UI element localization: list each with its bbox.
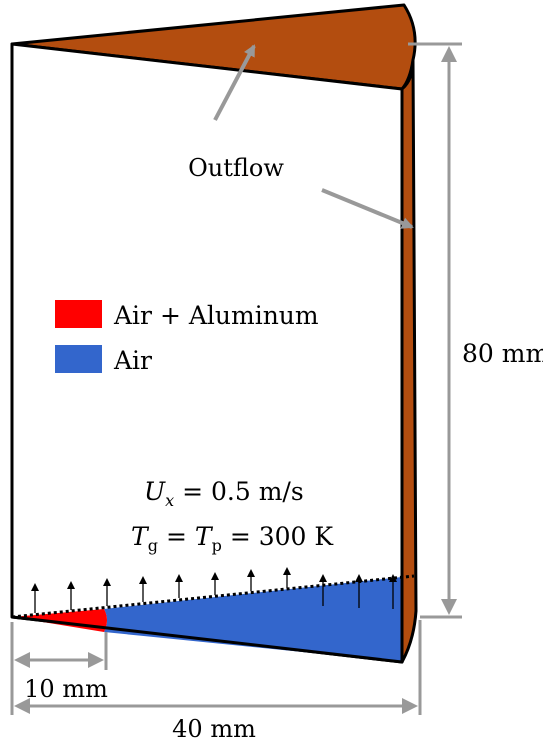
width-dimension-label: 40 mm — [172, 715, 256, 743]
width-dimension — [10, 620, 422, 715]
velocity-condition: Ux = 0.5 m/s — [144, 477, 304, 510]
legend-label-air-aluminum: Air + Aluminum — [113, 301, 319, 330]
bottom-edge — [11, 577, 404, 664]
inlet-arrows — [31, 567, 397, 613]
outflow-arrow-top — [213, 44, 256, 121]
legend: Air + Aluminum Air — [55, 300, 319, 375]
height-dimension-label: 80 mm — [462, 339, 543, 368]
inlet-dimension-label: 10 mm — [24, 675, 108, 703]
legend-label-air: Air — [113, 346, 152, 375]
outflow-label: Outflow — [188, 154, 284, 182]
inlet-dimension — [10, 622, 108, 670]
outflow-right-face — [400, 58, 418, 664]
height-dimension — [408, 42, 462, 619]
conditions: Ux = 0.5 m/s Tg = Tp = 300 K — [131, 477, 334, 555]
outflow-arrow-right — [321, 188, 414, 229]
legend-swatch-air-aluminum — [55, 300, 102, 328]
legend-swatch-air — [55, 345, 102, 373]
inlet-dotted-line — [11, 574, 415, 619]
temperature-condition: Tg = Tp = 300 K — [131, 522, 334, 555]
air-region — [104, 577, 402, 662]
